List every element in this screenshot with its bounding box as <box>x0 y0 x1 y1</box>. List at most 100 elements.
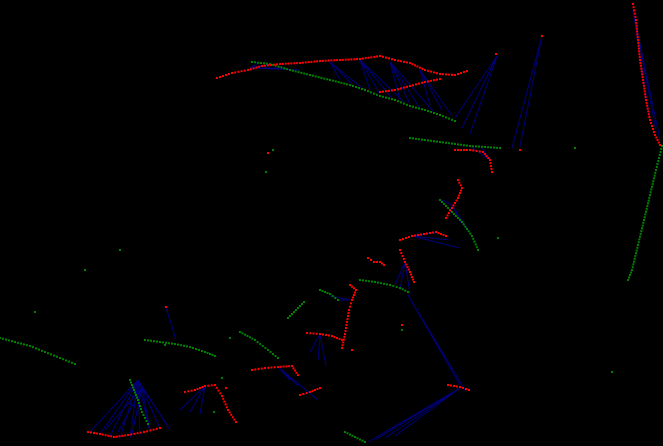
source-point <box>99 433 101 435</box>
source-point <box>397 59 399 62</box>
target-point <box>329 293 331 295</box>
target-point <box>346 432 349 435</box>
source-point <box>231 416 234 419</box>
target-point <box>84 269 86 271</box>
target-point <box>131 384 133 386</box>
source-point <box>354 291 356 294</box>
source-point <box>640 67 643 70</box>
target-point <box>286 68 289 71</box>
source-point <box>421 67 424 70</box>
source-point <box>475 150 478 152</box>
match-line <box>399 261 406 291</box>
target-point <box>400 101 402 104</box>
target-point <box>254 339 256 341</box>
target-point <box>204 351 206 353</box>
target-point <box>439 141 441 143</box>
source-point <box>348 309 350 311</box>
source-point <box>436 72 438 75</box>
source-point <box>463 149 465 151</box>
source-point <box>325 334 327 336</box>
match-line <box>419 69 453 117</box>
source-point <box>339 59 341 61</box>
target-point <box>370 91 372 94</box>
source-point <box>353 287 355 290</box>
target-point <box>291 313 293 315</box>
target-point <box>443 203 445 205</box>
target-point <box>349 433 351 436</box>
target-point <box>374 281 376 283</box>
target-point <box>257 61 259 64</box>
target-point <box>454 143 456 145</box>
target-point <box>198 349 200 351</box>
source-point <box>217 389 220 392</box>
source-point <box>411 276 413 278</box>
source-point <box>633 12 636 15</box>
target-point <box>261 345 264 347</box>
target-point <box>164 344 166 346</box>
source-point <box>400 87 402 90</box>
source-point <box>645 101 648 104</box>
target-point <box>643 219 645 221</box>
source-point <box>469 149 471 151</box>
target-point <box>171 342 173 345</box>
target-point <box>213 411 215 413</box>
source-point <box>302 393 305 395</box>
source-point <box>345 324 348 326</box>
target-point <box>380 282 382 285</box>
target-point <box>241 332 244 335</box>
target-point <box>371 280 373 283</box>
target-point <box>649 194 651 196</box>
source-point <box>194 389 196 391</box>
match-line <box>329 61 353 85</box>
target-point <box>209 353 211 355</box>
source-point <box>649 119 651 121</box>
target-point <box>229 337 231 339</box>
source-point <box>341 344 344 347</box>
source-point <box>310 60 313 63</box>
target-point <box>661 145 663 147</box>
source-point <box>635 21 638 24</box>
source-point <box>214 384 216 386</box>
source-point <box>277 366 279 368</box>
source-point <box>468 389 470 391</box>
target-point <box>459 219 461 221</box>
target-point <box>632 263 635 266</box>
source-point <box>436 78 438 81</box>
target-point <box>314 75 317 78</box>
source-point <box>454 202 456 204</box>
target-point <box>377 281 379 284</box>
source-point <box>224 403 227 406</box>
source-point <box>222 75 224 77</box>
target-point <box>641 227 643 230</box>
target-point <box>448 142 450 145</box>
target-point <box>654 171 657 174</box>
target-point <box>129 379 131 381</box>
target-point <box>206 352 209 354</box>
match-line <box>469 55 498 135</box>
source-point <box>433 71 435 74</box>
target-point <box>135 394 137 396</box>
source-point <box>351 299 353 301</box>
target-point <box>633 257 636 260</box>
match-line <box>461 55 498 129</box>
source-point <box>487 157 490 159</box>
source-point <box>222 397 225 400</box>
target-point <box>439 199 441 201</box>
source-point <box>230 413 233 416</box>
source-point <box>110 435 113 438</box>
target-point <box>631 266 634 269</box>
source-point <box>152 428 155 431</box>
source-point <box>235 421 237 423</box>
source-point <box>344 333 346 335</box>
match-line <box>117 387 143 433</box>
source-point <box>489 162 492 164</box>
target-point <box>427 139 429 142</box>
source-point <box>101 433 104 436</box>
source-point <box>426 232 428 235</box>
source-point <box>287 62 290 65</box>
target-point <box>56 355 58 358</box>
target-point <box>244 333 246 336</box>
target-point <box>409 105 411 107</box>
target-point <box>35 347 37 350</box>
match-line <box>374 387 461 441</box>
